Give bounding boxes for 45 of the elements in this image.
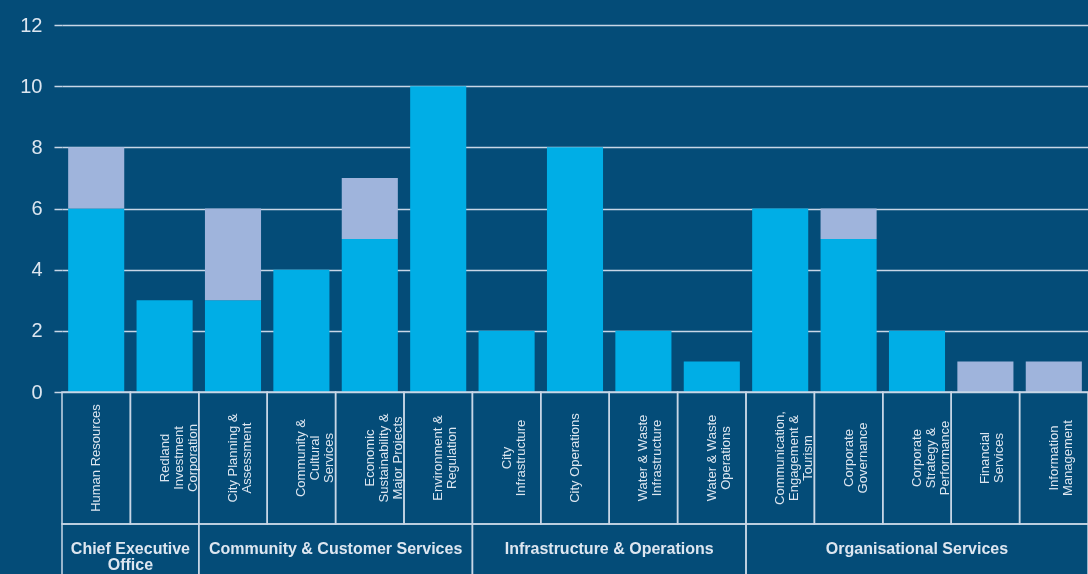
bar [341, 239, 398, 392]
x-tick-label: Economic Sustainability & Major Projects [361, 413, 405, 503]
text: Infrastructure & Operations [504, 540, 714, 557]
bar [820, 239, 877, 392]
y-tick-label: 4 [31, 258, 43, 281]
x-tick-label: Redland Investment Corporation [156, 424, 200, 492]
bar [1025, 361, 1082, 392]
bar [752, 208, 809, 392]
y-tick-label: 10 [20, 74, 43, 97]
bar [341, 177, 398, 240]
x-tick-label: City Infrastructure [498, 419, 528, 497]
bar [204, 300, 262, 392]
bar [136, 300, 193, 392]
text: Community & Customer Services [208, 540, 463, 557]
bar [888, 330, 946, 392]
y-tick-label: 8 [31, 135, 43, 158]
bar [478, 330, 535, 392]
bar [957, 361, 1014, 392]
bar [273, 269, 330, 392]
bar [410, 86, 467, 392]
bar [615, 330, 672, 392]
bar [683, 361, 740, 392]
x-tick-label: Corporate Governance [840, 422, 870, 494]
text: Chief Executive Office [70, 540, 191, 573]
y-tick-label: 2 [31, 319, 43, 342]
y-tick-label: 6 [31, 197, 43, 219]
x-tick-label: Community & Cultural Services [293, 418, 337, 498]
x-tick-label: City Operations [567, 412, 582, 503]
bar [68, 147, 125, 209]
text: Organisational Services [825, 540, 1009, 557]
x-tick-label: Communication, Engagement & Tourism [772, 411, 816, 505]
bar [204, 208, 262, 301]
bar [820, 208, 877, 240]
x-tick-label: Water & Waste Operations [703, 414, 733, 502]
y-tick-label: 12 [20, 13, 43, 36]
bar [68, 208, 125, 392]
bar [546, 147, 604, 392]
x-tick-label: Environment & Regulation [430, 415, 460, 501]
x-tick-label: Financial Services [977, 431, 1007, 485]
x-tick-label: Human Resources [88, 403, 104, 512]
x-tick-label: Corporate Strategy & Performance [909, 420, 952, 496]
x-tick-label: Water & Waste Infrastructure [635, 414, 665, 502]
x-tick-label: City Planning & Assessment [225, 413, 254, 503]
y-tick-label: 0 [31, 380, 43, 403]
x-tick-label: Information Management [1045, 419, 1075, 496]
